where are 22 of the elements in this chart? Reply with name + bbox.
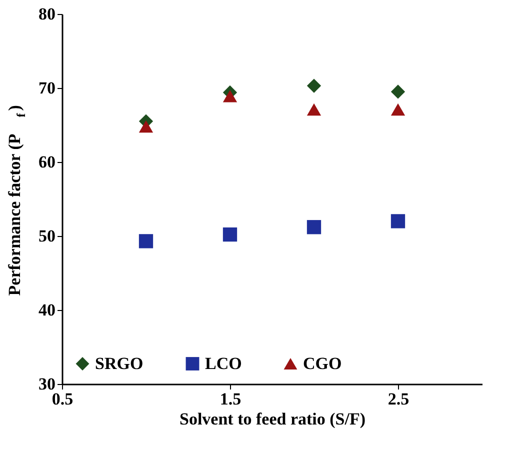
legend-label: LCO bbox=[205, 354, 242, 373]
point bbox=[390, 103, 406, 116]
y-tick-label: 70 bbox=[38, 78, 56, 98]
point bbox=[390, 214, 406, 228]
point bbox=[138, 120, 154, 133]
point bbox=[222, 227, 238, 242]
legend-label: SRGO bbox=[95, 354, 144, 373]
y-tick-label: 40 bbox=[38, 300, 56, 320]
x-tick-label: 1.5 bbox=[220, 390, 242, 408]
point bbox=[390, 84, 406, 99]
point bbox=[306, 78, 322, 93]
y-tick-label: 50 bbox=[38, 226, 56, 246]
y-tick-label: 60 bbox=[38, 152, 56, 172]
y-tick-label: 80 bbox=[38, 4, 56, 24]
point bbox=[306, 103, 322, 116]
point bbox=[306, 220, 322, 234]
x-tick-label: 2.5 bbox=[388, 390, 410, 408]
legend-label: CGO bbox=[303, 354, 342, 373]
point bbox=[138, 234, 154, 248]
point bbox=[222, 90, 238, 102]
y-axis-title: Performance factor (Pf) bbox=[5, 105, 28, 296]
x-axis-title: Solvent to feed ratio (S/F) bbox=[179, 410, 366, 428]
